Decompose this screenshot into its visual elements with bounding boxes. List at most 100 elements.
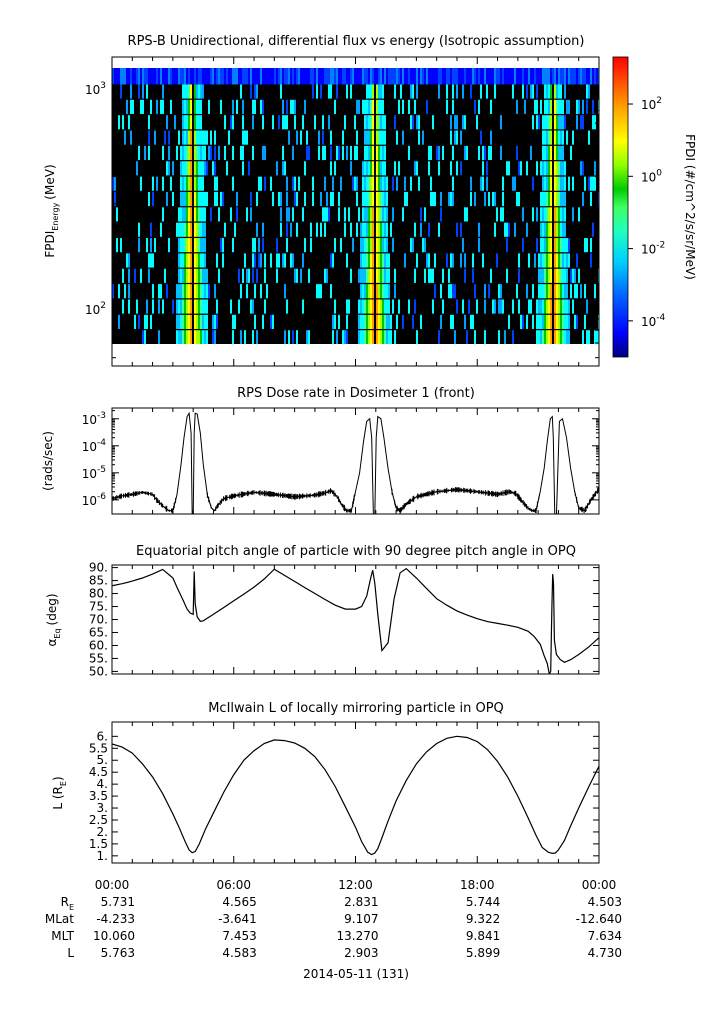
heatmap-cell <box>364 222 366 237</box>
heatmap-cell <box>146 314 148 329</box>
heatmap-cell <box>372 115 374 130</box>
heatmap-cell <box>246 268 248 283</box>
heatmap-cell <box>554 145 556 161</box>
heatmap-cell <box>256 191 258 207</box>
heatmap-cell <box>152 191 154 207</box>
colorbar-tick-label: 10-2 <box>641 241 665 257</box>
heatmap-cell <box>546 346 548 360</box>
heatmap-cell <box>394 84 396 99</box>
heatmap-cell <box>198 330 200 344</box>
heatmap-cell <box>200 130 202 145</box>
heatmap-cell <box>582 115 584 130</box>
heatmap-cell <box>476 68 478 85</box>
heatmap-cell <box>180 176 182 191</box>
heatmap-cell <box>472 268 474 283</box>
heatmap-cell <box>178 330 180 344</box>
heatmap-cell <box>548 176 550 191</box>
heatmap-cell <box>382 268 384 283</box>
heatmap-cell <box>382 99 384 114</box>
heatmap-cell <box>122 268 124 283</box>
heatmap-cell <box>202 222 204 237</box>
heatmap-cell <box>452 84 454 99</box>
heatmap-cell <box>548 68 550 85</box>
heatmap-cell <box>196 299 198 314</box>
heatmap-cell <box>264 268 266 283</box>
heatmap-cell <box>538 284 540 299</box>
heatmap-cell <box>408 99 410 114</box>
heatmap-cell <box>592 99 594 114</box>
heatmap-cell <box>558 268 560 283</box>
heatmap-cell <box>158 284 160 299</box>
heatmap-cell <box>544 207 546 222</box>
heatmap-cell <box>198 284 200 299</box>
heatmap-cell <box>192 253 194 268</box>
heatmap-cell <box>526 68 528 85</box>
heatmap-cell <box>204 222 206 237</box>
heatmap-cell <box>176 284 178 299</box>
heatmap-cell <box>248 268 250 283</box>
heatmap-cell <box>188 222 190 237</box>
heatmap-cell <box>366 330 368 344</box>
heatmap-cell <box>188 330 190 344</box>
heatmap-cell <box>410 238 412 253</box>
heatmap-cell <box>260 68 262 85</box>
heatmap-cell <box>128 284 130 299</box>
heatmap-cell <box>180 253 182 268</box>
heatmap-cell <box>180 299 182 314</box>
heatmap-cell <box>552 222 554 237</box>
heatmap-cell <box>286 191 288 207</box>
heatmap-cell <box>190 68 192 85</box>
heatmap-cell <box>386 191 388 207</box>
heatmap-cell <box>586 68 588 85</box>
heatmap-cell <box>214 191 216 207</box>
heatmap-cell <box>232 68 234 85</box>
heatmap-cell <box>138 314 140 329</box>
heatmap-cell <box>584 284 586 299</box>
heatmap-cell <box>192 207 194 222</box>
heatmap-cell <box>446 253 448 268</box>
heatmap-cell <box>442 145 444 161</box>
heatmap-cell <box>200 314 202 329</box>
heatmap-cell <box>546 176 548 191</box>
heatmap-cell <box>376 253 378 268</box>
heatmap-cell <box>304 238 306 253</box>
heatmap-cell <box>334 314 336 329</box>
heatmap-cell <box>276 161 278 176</box>
heatmap-cell <box>562 222 564 237</box>
heatmap-cell <box>222 253 224 268</box>
heatmap-cell <box>372 191 374 207</box>
heatmap-cell <box>502 299 504 314</box>
heatmap-cell <box>278 115 280 130</box>
heatmap-cell <box>176 330 178 344</box>
heatmap-cell <box>464 314 466 329</box>
heatmap-cell <box>434 68 436 85</box>
heatmap-cell <box>520 68 522 85</box>
heatmap-cell <box>576 99 578 114</box>
heatmap-cell <box>192 222 194 237</box>
heatmap-cell <box>446 346 448 360</box>
heatmap-cell <box>262 99 264 114</box>
heatmap-cell <box>546 268 548 283</box>
heatmap-cell <box>490 145 492 161</box>
heatmap-cell <box>540 299 542 314</box>
heatmap-cell <box>566 238 568 253</box>
heatmap-cell <box>524 99 526 114</box>
heatmap-cell <box>346 314 348 329</box>
heatmap-cell <box>364 176 366 191</box>
heatmap-cell <box>558 346 560 360</box>
heatmap-cell <box>398 299 400 314</box>
heatmap-cell <box>320 84 322 99</box>
heatmap-cell <box>188 191 190 207</box>
heatmap-cell <box>448 268 450 283</box>
panel-pitch-angle: Equatorial pitch angle of particle with … <box>45 544 600 678</box>
heatmap-cell <box>452 145 454 161</box>
heatmap-cell <box>368 222 370 237</box>
heatmap-cell <box>142 68 144 85</box>
heatmap-cell <box>562 115 564 130</box>
heatmap-cell <box>362 284 364 299</box>
heatmap-cell <box>228 68 230 85</box>
heatmap-cell <box>544 314 546 329</box>
heatmap-cell <box>312 68 314 85</box>
heatmap-cell <box>534 253 536 268</box>
heatmap-cell <box>232 330 234 344</box>
